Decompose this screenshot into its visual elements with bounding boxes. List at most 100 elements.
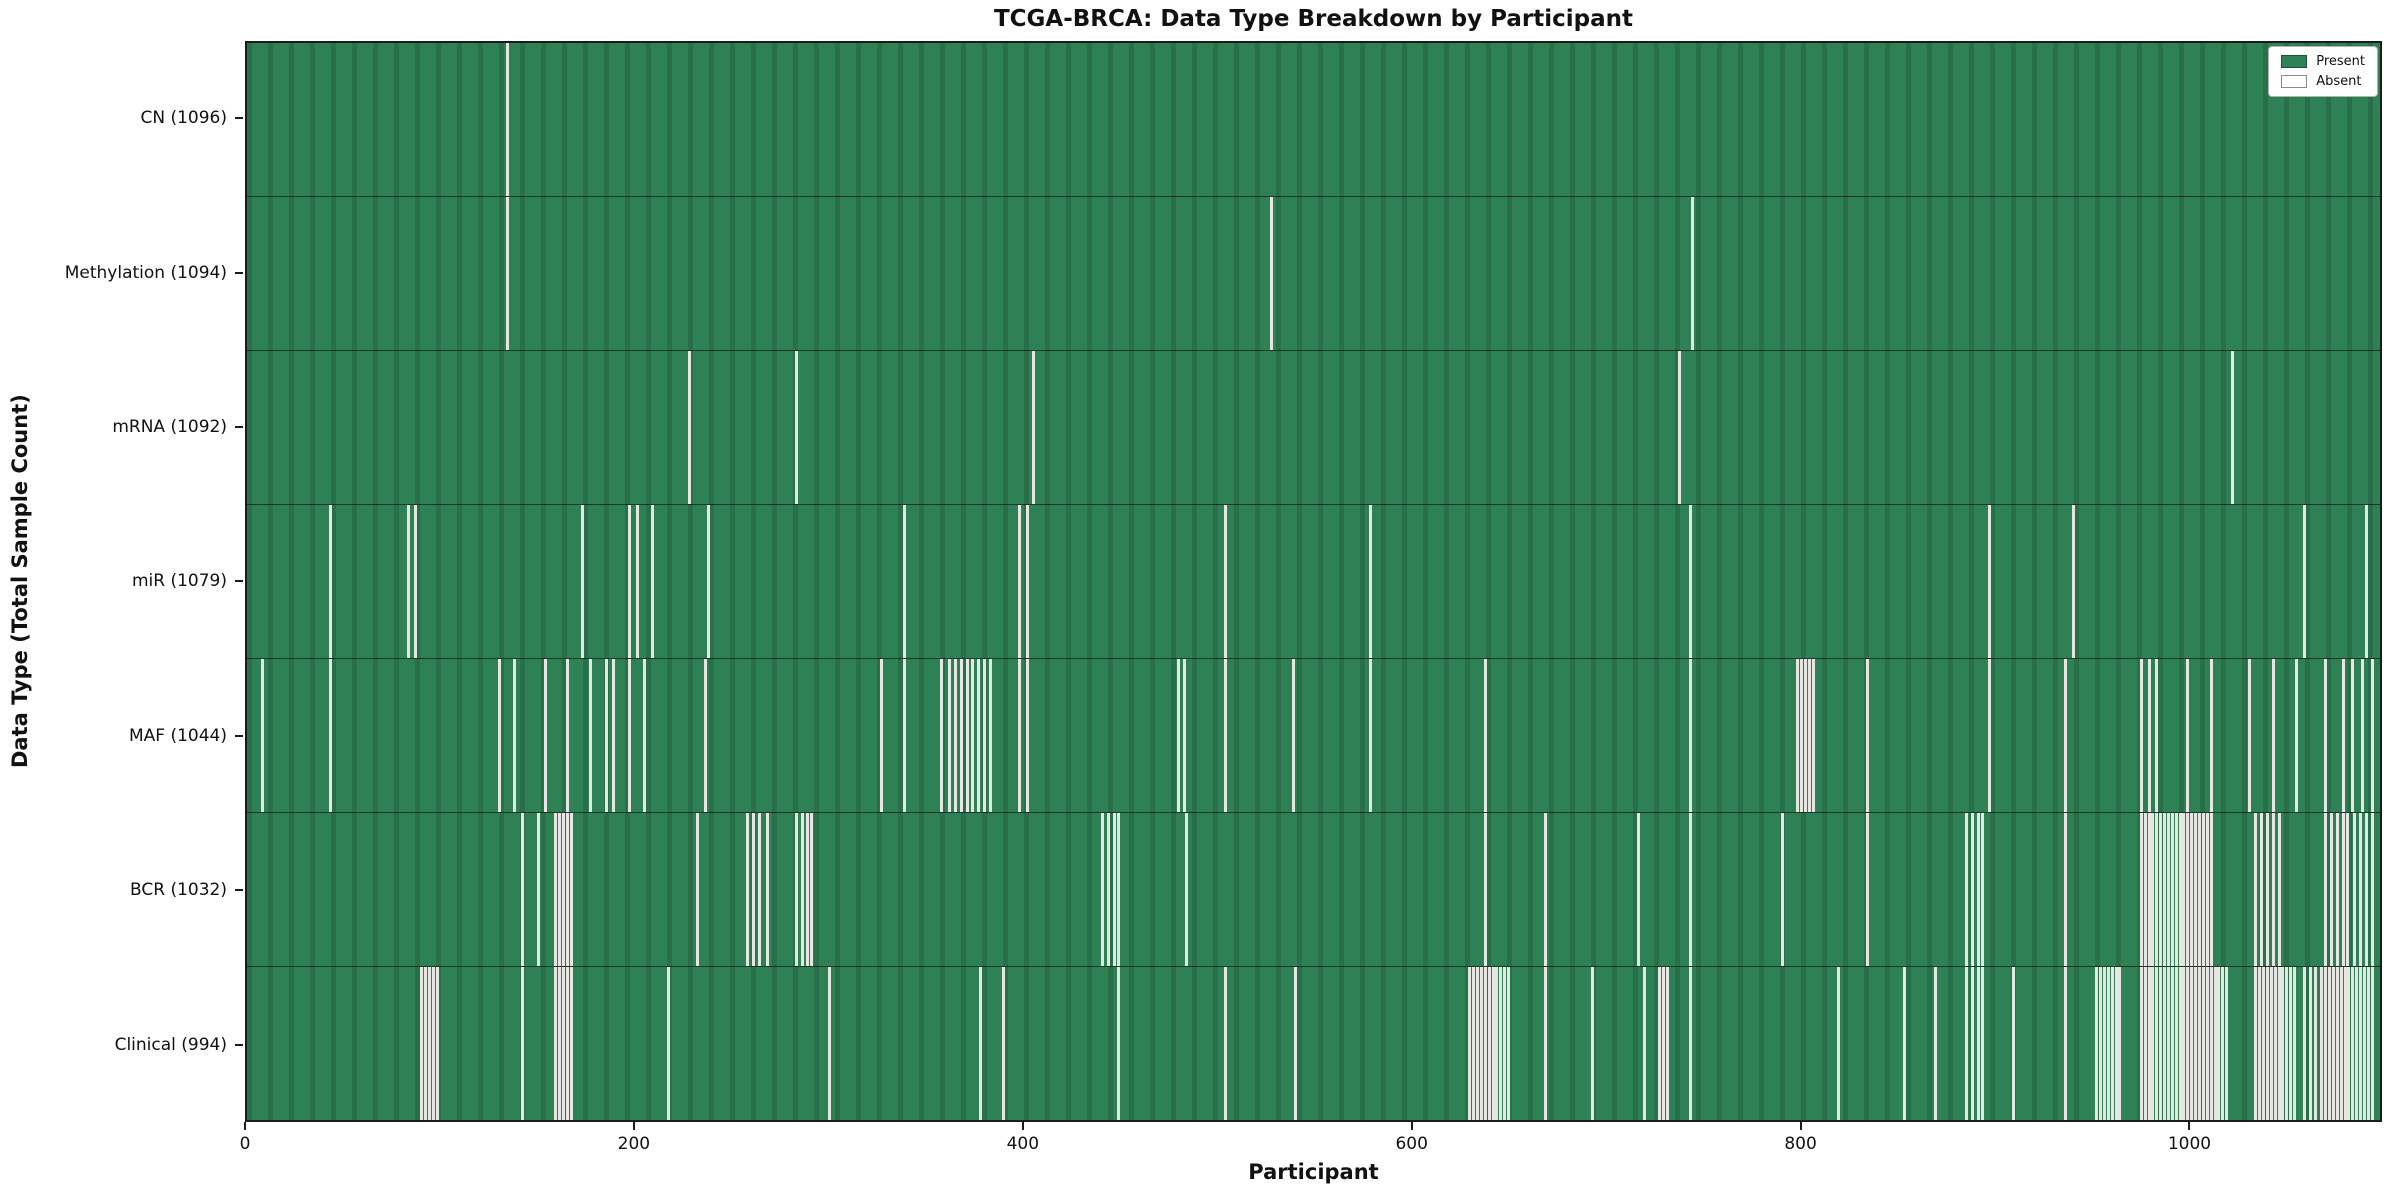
absent-stripe <box>1495 967 1499 1120</box>
absent-stripe <box>2190 967 2194 1120</box>
absent-stripe <box>2293 967 2297 1120</box>
absent-stripe <box>627 659 631 812</box>
absent-stripe <box>2209 659 2213 812</box>
absent-stripe <box>561 967 565 1120</box>
absent-stripe <box>2201 813 2205 966</box>
x-tick-label: 400 <box>1006 1134 1040 1154</box>
absent-stripe <box>827 967 831 1120</box>
absent-stripe <box>903 659 907 812</box>
absent-stripe <box>2011 967 2015 1120</box>
absent-stripe <box>1369 505 1373 658</box>
absent-stripe <box>2343 967 2347 1120</box>
absent-stripe <box>1965 967 1969 1120</box>
heatmap-row-methylation <box>247 197 2380 351</box>
y-tick-mark <box>235 1043 243 1046</box>
absent-stripe <box>2248 659 2252 812</box>
absent-stripe <box>2361 659 2365 812</box>
absent-stripe <box>406 505 410 658</box>
absent-stripe <box>2339 967 2343 1120</box>
absent-stripe <box>1116 813 1120 966</box>
absent-stripe <box>2143 967 2147 1120</box>
absent-stripe <box>2370 967 2374 1120</box>
absent-stripe <box>1543 967 1547 1120</box>
absent-stripe <box>2163 813 2167 966</box>
absent-stripe <box>1483 813 1487 966</box>
absent-stripe <box>328 659 332 812</box>
absent-stripe <box>2182 813 2186 966</box>
absent-stripe <box>1487 967 1491 1120</box>
absent-stripe <box>1479 967 1483 1120</box>
y-tick-label: mRNA (1092) <box>0 350 243 504</box>
absent-stripe <box>2364 505 2368 658</box>
absent-stripe <box>1113 813 1117 966</box>
y-tick-mark <box>235 889 243 892</box>
absent-stripe <box>2139 967 2143 1120</box>
y-tick-mark <box>235 271 243 274</box>
absent-stripe <box>581 505 585 658</box>
absent-stripe <box>424 967 428 1120</box>
absent-stripe <box>544 659 548 812</box>
absent-stripe <box>589 659 593 812</box>
absent-stripe <box>2269 967 2273 1120</box>
absent-stripe <box>2064 813 2068 966</box>
absent-stripe <box>2166 967 2170 1120</box>
absent-stripe <box>643 659 647 812</box>
absent-stripe <box>2277 813 2281 966</box>
absent-stripe <box>569 967 573 1120</box>
absent-stripe <box>2155 813 2159 966</box>
absent-stripe <box>757 813 761 966</box>
absent-stripe <box>1642 967 1646 1120</box>
y-tick-mark <box>235 117 243 120</box>
absent-stripe <box>1965 813 1969 966</box>
absent-stripe <box>666 967 670 1120</box>
legend-absent-swatch <box>2281 75 2308 88</box>
absent-stripe <box>1491 967 1495 1120</box>
absent-stripe <box>948 659 952 812</box>
absent-stripe <box>752 813 756 966</box>
absent-stripe <box>1101 813 1105 966</box>
absent-stripe <box>2314 967 2318 1120</box>
absent-stripe <box>1483 967 1487 1120</box>
absent-stripe <box>2106 967 2110 1120</box>
absent-stripe <box>2139 659 2143 812</box>
absent-stripe <box>2308 967 2312 1120</box>
absent-stripe <box>1543 813 1547 966</box>
x-tick-mark <box>244 1122 246 1130</box>
x-tick-mark <box>1021 1122 1024 1130</box>
absent-stripe <box>2271 659 2275 812</box>
absent-stripe <box>2170 967 2174 1120</box>
absent-stripe <box>1662 967 1666 1120</box>
absent-stripe <box>2194 813 2198 966</box>
absent-stripe <box>2217 967 2221 1120</box>
absent-stripe <box>880 659 884 812</box>
absent-stripe <box>2260 813 2264 966</box>
absent-stripe <box>2147 967 2151 1120</box>
absent-stripe <box>1116 967 1120 1120</box>
absent-stripe <box>2178 813 2182 966</box>
absent-stripe <box>2359 967 2363 1120</box>
absent-stripe <box>2102 967 2106 1120</box>
absent-stripe <box>765 813 769 966</box>
absent-stripe <box>2163 967 2167 1120</box>
absent-stripe <box>431 967 435 1120</box>
absent-stripe <box>1658 967 1662 1120</box>
absent-stripe <box>561 813 565 966</box>
absent-stripe <box>1980 813 1984 966</box>
absent-stripe <box>557 967 561 1120</box>
absent-stripe <box>604 659 608 812</box>
absent-stripe <box>1902 967 1906 1120</box>
absent-stripe <box>2151 967 2155 1120</box>
absent-stripe <box>2071 505 2075 658</box>
absent-stripe <box>1666 967 1670 1120</box>
absent-stripe <box>651 505 655 658</box>
absent-stripe <box>1811 659 1815 812</box>
absent-stripe <box>2186 659 2190 812</box>
absent-stripe <box>1017 659 1021 812</box>
absent-stripe <box>2366 967 2370 1120</box>
absent-stripe <box>2273 967 2277 1120</box>
y-tick-mark <box>235 580 243 583</box>
absent-stripe <box>2198 967 2201 1120</box>
absent-stripe <box>2359 813 2363 966</box>
absent-stripe <box>940 659 944 812</box>
